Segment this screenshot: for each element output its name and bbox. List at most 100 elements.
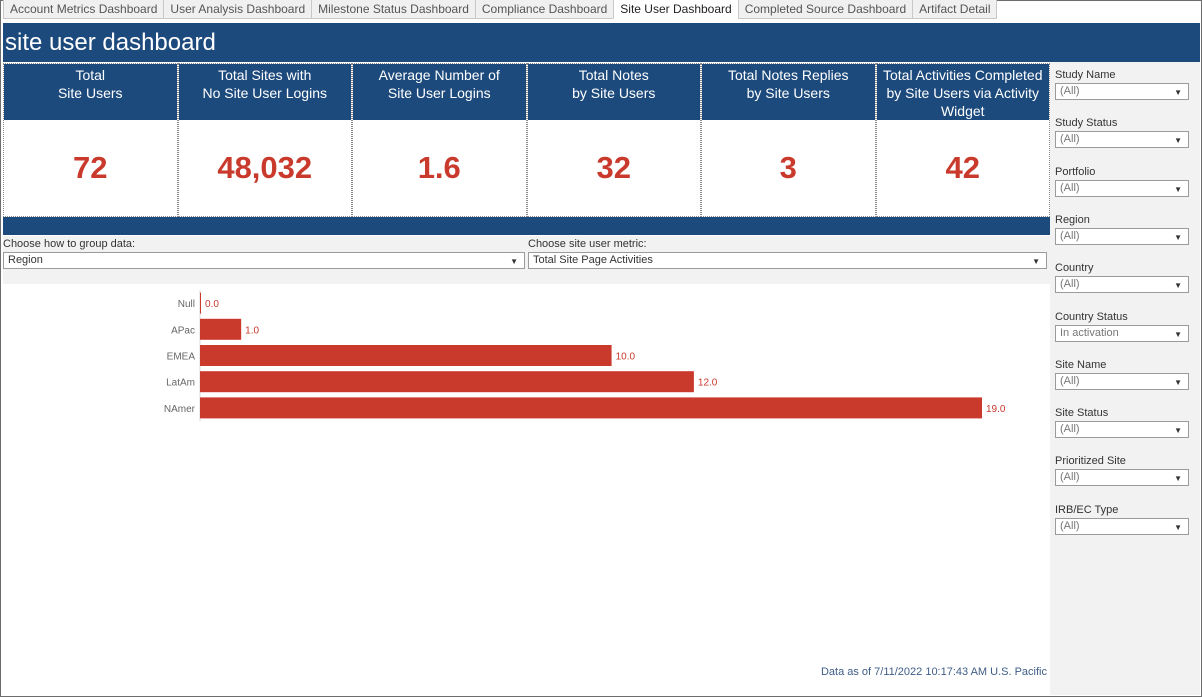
bar[interactable]: [200, 345, 612, 366]
metric-select[interactable]: Total Site Page Activities ▼: [528, 252, 1047, 269]
kpi-value: 3: [702, 120, 875, 216]
region-bar-chart: Null 0.0 APac 1.0 EMEA 10.0 LatAm 12.0 NAmer 19.0: [3, 285, 1050, 665]
tab-milestone-status-dashboard[interactable]: Milestone Status Dashboard: [311, 0, 476, 19]
bar-value-label: 12.0: [698, 378, 718, 389]
page-title: site user dashboard: [5, 29, 216, 56]
kpi-label: Total Notes Replies by Site Users: [702, 64, 875, 120]
filter-select-irb-ec-type[interactable]: (All) ▼: [1055, 517, 1189, 535]
chevron-down-icon: ▼: [1174, 426, 1182, 436]
kpi-label: Total Notes by Site Users: [527, 64, 700, 120]
kpi-card: Average Number of Site User Logins 1.6: [352, 63, 527, 217]
filter-value: In activation: [1060, 326, 1119, 339]
filter-select-region[interactable]: (All) ▼: [1055, 227, 1189, 245]
tab-compliance-dashboard[interactable]: Compliance Dashboard: [474, 0, 615, 19]
kpi-card: Total Sites with No Site User Logins 48,0…: [177, 63, 352, 217]
filter-irb-ec-type: IRB/EC Type (All) ▼: [1055, 503, 1189, 535]
group-by-select[interactable]: Region ▼: [3, 252, 525, 269]
filter-label: Region: [1055, 213, 1090, 226]
filter-label: Prioritized Site: [1055, 455, 1126, 468]
filter-label: Country Status: [1055, 310, 1128, 323]
tab-artifact-detail[interactable]: Artifact Detail: [912, 0, 998, 19]
kpi-label: Average Number of Site User Logins: [353, 64, 526, 120]
parameter-controls: Choose how to group data: Region ▼ Choos…: [3, 236, 1050, 284]
filter-region: Region (All) ▼: [1055, 213, 1189, 245]
bar-value-label: 19.0: [986, 404, 1006, 415]
filter-value: (All): [1060, 229, 1080, 242]
filter-country: Country (All) ▼: [1055, 261, 1189, 294]
bar-value-label: 10.0: [616, 352, 636, 363]
bar[interactable]: [200, 292, 201, 314]
kpi-label: Total Sites with No Site User Logins: [178, 64, 351, 120]
chevron-down-icon: ▼: [1174, 281, 1182, 291]
filter-label: Study Name: [1055, 69, 1116, 81]
filter-label: Country: [1055, 262, 1094, 275]
filter-value: (All): [1060, 278, 1080, 291]
category-label: EMEA: [167, 352, 196, 363]
tab-account-metrics-dashboard[interactable]: Account Metrics Dashboard: [3, 0, 165, 19]
filter-select-country-status[interactable]: In activation ▼: [1055, 324, 1189, 342]
chevron-down-icon: ▼: [1174, 522, 1182, 532]
chevron-down-icon: ▼: [1174, 88, 1182, 97]
chevron-down-icon: ▼: [510, 257, 518, 266]
tab-site-user-dashboard[interactable]: Site User Dashboard: [613, 0, 739, 19]
kpi-value: 1.6: [353, 120, 526, 216]
filter-country-status: Country Status In activation ▼: [1055, 310, 1189, 342]
filter-value: (All): [1060, 181, 1080, 194]
filter-select-portfolio[interactable]: (All) ▼: [1055, 179, 1189, 197]
bar-value-label: 1.0: [245, 325, 259, 336]
filter-panel-header: [1050, 23, 1200, 62]
filter-select-prioritized-site[interactable]: (All) ▼: [1055, 469, 1189, 487]
filter-site-status: Site Status (All) ▼: [1055, 406, 1189, 439]
kpi-value: 42: [876, 120, 1049, 216]
filter-select-study-name[interactable]: (All) ▼: [1055, 83, 1189, 100]
tab-user-analysis-dashboard[interactable]: User Analysis Dashboard: [163, 0, 313, 19]
filter-select-study-status[interactable]: (All) ▼: [1055, 131, 1189, 149]
bar[interactable]: [200, 318, 242, 340]
filter-portfolio: Portfolio (All) ▼: [1055, 165, 1189, 197]
filter-value: (All): [1060, 374, 1080, 387]
filter-select-site-status[interactable]: (All) ▼: [1055, 421, 1189, 439]
kpi-row: Total Site Users 72 Total Sites with No Si…: [3, 63, 1050, 217]
metric-parameter: Choose site user metric: Total Site Page…: [528, 236, 1047, 269]
filter-select-country[interactable]: (All) ▼: [1055, 276, 1189, 294]
filter-label: IRB/EC Type: [1055, 503, 1119, 516]
kpi-card: Total Activities Completed by Site Users…: [875, 63, 1050, 217]
filter-panel: Study Name (All) ▼ Study Status (All) ▼ Portfo…: [1050, 62, 1200, 695]
divider-bar: [3, 217, 1050, 235]
filter-select-site-name[interactable]: (All) ▼: [1055, 372, 1189, 390]
data-timestamp: Data as of 7/11/2022 10:17:43 AM U.S. Pa…: [820, 666, 1047, 678]
metric-value: Total Site Page Activities: [533, 254, 653, 266]
kpi-card: Total Site Users 72: [3, 63, 178, 217]
filter-study-status: Study Status (All) ▼: [1055, 116, 1189, 149]
filter-study-name: Study Name (All) ▼: [1055, 68, 1189, 100]
category-label: APac: [171, 325, 195, 336]
filter-site-name: Site Name (All) ▼: [1055, 358, 1189, 390]
group-by-parameter: Choose how to group data: Region ▼: [3, 236, 525, 269]
bar[interactable]: [200, 397, 982, 419]
kpi-card: Total Notes Replies by Site Users 3: [701, 63, 876, 217]
chevron-down-icon: ▼: [1174, 136, 1182, 146]
kpi-card: Total Notes by Site Users 32: [526, 63, 701, 217]
kpi-label: Total Activities Completed by Site Users…: [876, 64, 1049, 120]
filter-value: (All): [1060, 423, 1080, 436]
kpi-value: 48,032: [178, 120, 351, 216]
kpi-value: 32: [527, 120, 700, 216]
bar-chart-svg: Null 0.0 APac 1.0 EMEA 10.0 LatAm 12.0 NAmer 19.0: [164, 290, 1006, 421]
category-label: Null: [178, 299, 195, 310]
filter-value: (All): [1060, 85, 1080, 97]
tab-bar: Account Metrics Dashboard User Analysis D…: [3, 0, 998, 19]
bar[interactable]: [200, 371, 694, 393]
tab-completed-source-dashboard[interactable]: Completed Source Dashboard: [737, 0, 914, 19]
kpi-value: 72: [4, 120, 177, 216]
filter-prioritized-site: Prioritized Site (All) ▼: [1055, 454, 1189, 487]
kpi-label: Total Site Users: [4, 64, 177, 120]
chevron-down-icon: ▼: [1174, 232, 1182, 242]
group-by-value: Region: [8, 254, 43, 266]
metric-label: Choose site user metric:: [528, 238, 647, 250]
chevron-down-icon: ▼: [1174, 377, 1182, 387]
dashboard-header: site user dashboard: [3, 23, 1050, 62]
filter-label: Portfolio: [1055, 165, 1096, 178]
bar-value-label: 0.0: [205, 299, 219, 310]
filter-value: (All): [1060, 471, 1080, 484]
group-by-label: Choose how to group data:: [3, 238, 136, 250]
